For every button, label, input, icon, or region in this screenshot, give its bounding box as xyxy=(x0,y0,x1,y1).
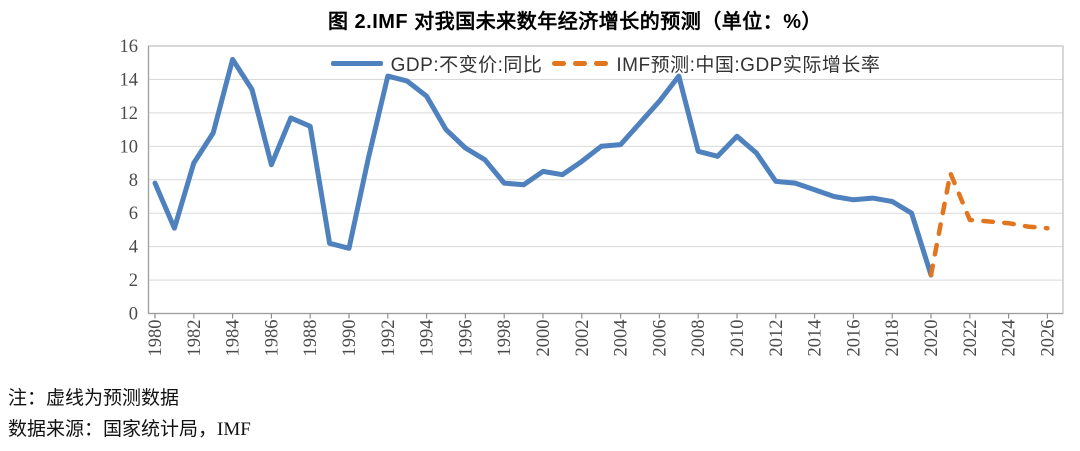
svg-text:2002: 2002 xyxy=(573,320,593,357)
svg-text:2006: 2006 xyxy=(650,320,670,357)
svg-text:1986: 1986 xyxy=(262,320,282,357)
x-axis-labels: 1980 1982 1984 1986 1988 1990 1992 1994 1996 1998… xyxy=(146,320,1058,357)
svg-text:2004: 2004 xyxy=(612,320,632,357)
svg-text:4: 4 xyxy=(129,238,138,258)
svg-text:2010: 2010 xyxy=(728,320,748,357)
svg-text:8: 8 xyxy=(129,171,138,191)
svg-text:1990: 1990 xyxy=(340,320,360,357)
svg-text:1980: 1980 xyxy=(146,320,166,357)
legend-item-imf-forecast: IMF预测:中国:GDP实际增长率 xyxy=(552,50,880,77)
svg-text:0: 0 xyxy=(129,305,138,325)
svg-text:2008: 2008 xyxy=(689,320,709,357)
solid-line-swatch xyxy=(330,61,383,66)
chart-notes: 注：虚线为预测数据 数据来源：国家统计局，IMF xyxy=(8,383,251,445)
axes xyxy=(147,46,1063,315)
imf-forecast-line xyxy=(928,170,1050,278)
svg-text:2014: 2014 xyxy=(806,320,826,357)
svg-text:1994: 1994 xyxy=(418,320,438,357)
note-data-source: 数据来源：国家统计局，IMF xyxy=(8,419,251,440)
dashed-line-swatch xyxy=(552,61,609,66)
svg-text:2024: 2024 xyxy=(1000,320,1020,357)
svg-text:14: 14 xyxy=(120,70,139,90)
svg-text:2020: 2020 xyxy=(922,320,942,357)
gdp-line-chart: 1980 1982 1984 1986 1988 1990 1992 1994 1996 1998… xyxy=(120,37,1064,357)
note-forecast-dashed: 注：虚线为预测数据 xyxy=(8,388,180,409)
svg-text:2018: 2018 xyxy=(883,320,903,357)
svg-text:12: 12 xyxy=(120,104,139,124)
svg-text:1984: 1984 xyxy=(224,320,244,357)
svg-text:1998: 1998 xyxy=(495,320,515,357)
legend-item-gdp-actual: GDP:不变价:同比 xyxy=(330,50,543,77)
legend-label-gdp-actual: GDP:不变价:同比 xyxy=(390,55,543,76)
svg-text:2022: 2022 xyxy=(961,320,981,357)
y-axis-labels: 0 2 4 6 8 10 12 14 16 xyxy=(120,37,139,325)
gridlines xyxy=(148,45,1063,281)
svg-text:2: 2 xyxy=(129,271,138,291)
svg-text:1988: 1988 xyxy=(301,320,321,357)
gdp-actual-line xyxy=(152,56,934,278)
legend-label-imf-forecast: IMF预测:中国:GDP实际增长率 xyxy=(616,55,881,76)
svg-text:6: 6 xyxy=(129,204,138,224)
svg-text:2012: 2012 xyxy=(767,320,787,357)
svg-text:16: 16 xyxy=(120,37,139,57)
svg-text:2000: 2000 xyxy=(534,320,554,357)
svg-text:1982: 1982 xyxy=(185,320,205,357)
chart-legend: GDP:不变价:同比 IMF预测:中国:GDP实际增长率 xyxy=(148,50,1063,77)
x-axis-ticks xyxy=(154,313,1049,319)
svg-text:2026: 2026 xyxy=(1038,320,1058,357)
svg-text:2016: 2016 xyxy=(844,320,864,357)
chart-title: 图 2.IMF 对我国未来数年经济增长的预测（单位：%） xyxy=(327,11,822,33)
svg-text:1992: 1992 xyxy=(379,320,399,357)
svg-text:1996: 1996 xyxy=(456,320,476,357)
svg-text:10: 10 xyxy=(120,137,139,157)
